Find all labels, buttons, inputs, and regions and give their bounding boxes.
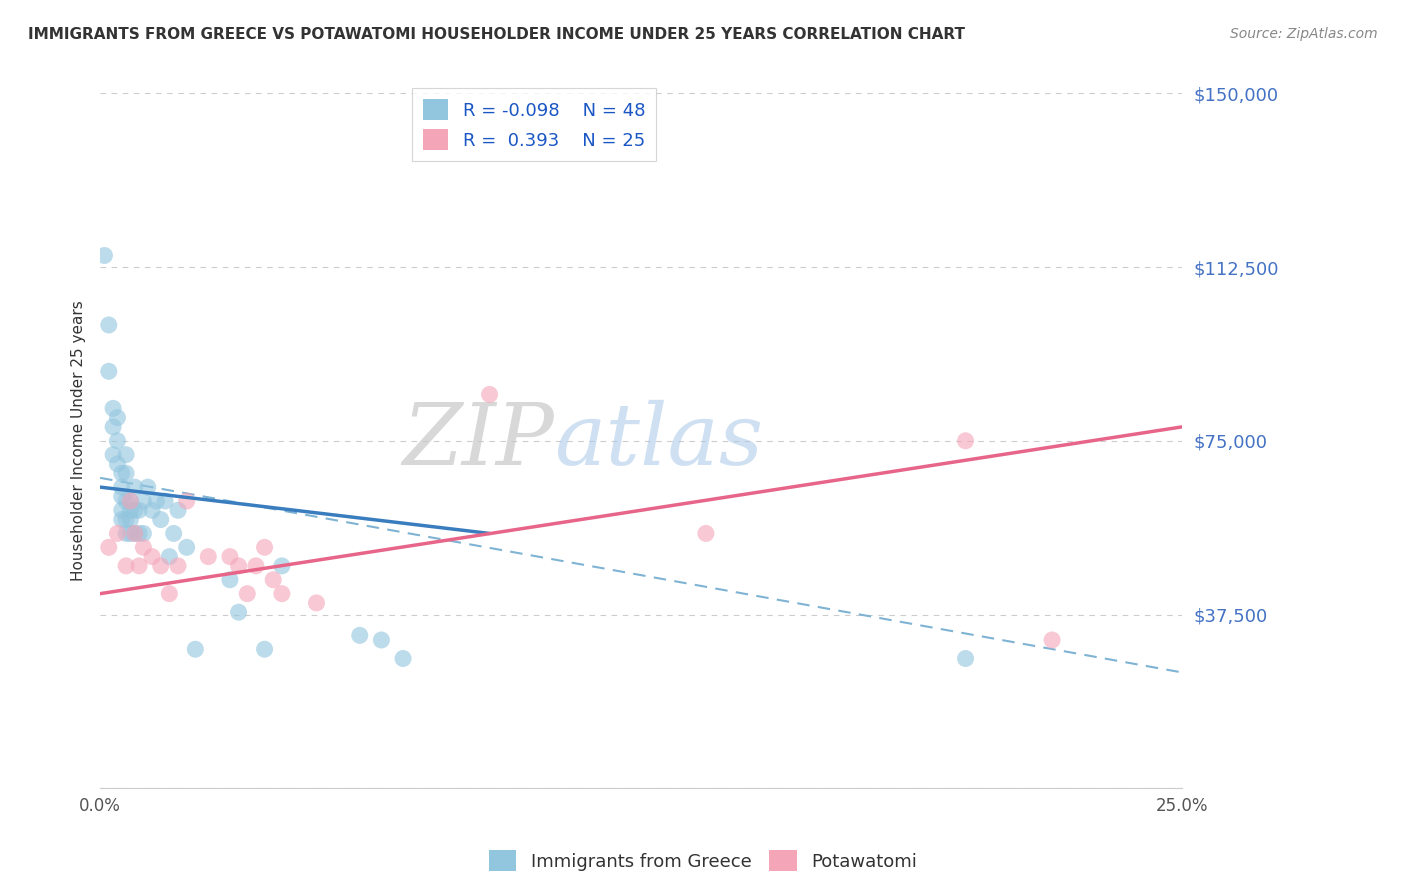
Point (97, 541, 120, 555)
Point (157, 587, 180, 601)
Point (141, 503, 163, 517)
Point (115, 494, 138, 508)
Point (128, 503, 150, 517)
Point (955, 434, 977, 448)
Point (132, 541, 155, 555)
Point (101, 420, 124, 434)
Text: IMMIGRANTS FROM GREECE VS POTAWATOMI HOUSEHOLDER INCOME UNDER 25 YEARS CORRELATI: IMMIGRANTS FROM GREECE VS POTAWATOMI HOU… (28, 27, 965, 42)
Point (141, 549, 163, 564)
Point (120, 494, 142, 508)
Point (115, 512, 138, 526)
Point (695, 526, 717, 541)
Point (149, 512, 172, 526)
Point (219, 573, 242, 587)
Point (111, 467, 134, 481)
Point (245, 558, 267, 573)
Point (124, 480, 146, 494)
Point (1040, 632, 1063, 647)
Legend: R = -0.098    N = 48, R =  0.393    N = 25: R = -0.098 N = 48, R = 0.393 N = 25 (412, 88, 657, 161)
Point (124, 526, 146, 541)
Point (107, 457, 129, 471)
Legend: Immigrants from Greece, Potawatomi: Immigrants from Greece, Potawatomi (482, 843, 924, 879)
Point (115, 526, 138, 541)
Point (107, 526, 129, 541)
Point (955, 651, 977, 665)
Point (157, 549, 180, 564)
Point (107, 410, 129, 425)
Point (176, 494, 198, 508)
Point (115, 448, 138, 462)
Point (120, 526, 142, 541)
Point (136, 480, 159, 494)
Point (124, 503, 146, 517)
Point (270, 587, 292, 601)
Point (167, 503, 190, 517)
Point (101, 448, 124, 462)
Point (120, 512, 142, 526)
Point (111, 489, 134, 503)
Point (149, 558, 172, 573)
Point (132, 494, 155, 508)
Point (97, 364, 120, 378)
Text: Source: ZipAtlas.com: Source: ZipAtlas.com (1230, 27, 1378, 41)
Point (93, 248, 115, 262)
Point (305, 596, 328, 610)
Y-axis label: Householder Income Under 25 years: Householder Income Under 25 years (72, 301, 86, 582)
Point (197, 549, 219, 564)
Point (97, 318, 120, 332)
Point (392, 651, 415, 665)
Point (115, 558, 138, 573)
Point (219, 549, 242, 564)
Point (236, 587, 259, 601)
Point (153, 494, 176, 508)
Point (120, 503, 142, 517)
Point (145, 494, 167, 508)
Point (124, 526, 146, 541)
Point (163, 526, 186, 541)
Point (111, 512, 134, 526)
Point (128, 526, 150, 541)
Point (111, 480, 134, 494)
Point (107, 434, 129, 448)
Text: atlas: atlas (554, 400, 763, 483)
Point (184, 642, 207, 657)
Point (228, 558, 250, 573)
Point (228, 605, 250, 619)
Point (349, 628, 371, 642)
Point (270, 558, 292, 573)
Point (111, 503, 134, 517)
Point (262, 573, 284, 587)
Point (167, 558, 190, 573)
Point (478, 387, 501, 401)
Point (128, 558, 150, 573)
Point (115, 467, 138, 481)
Point (253, 541, 276, 555)
Point (132, 526, 155, 541)
Point (101, 401, 124, 416)
Point (120, 494, 142, 508)
Point (253, 642, 276, 657)
Point (370, 632, 392, 647)
Text: ZIP: ZIP (402, 400, 554, 483)
Point (176, 541, 198, 555)
